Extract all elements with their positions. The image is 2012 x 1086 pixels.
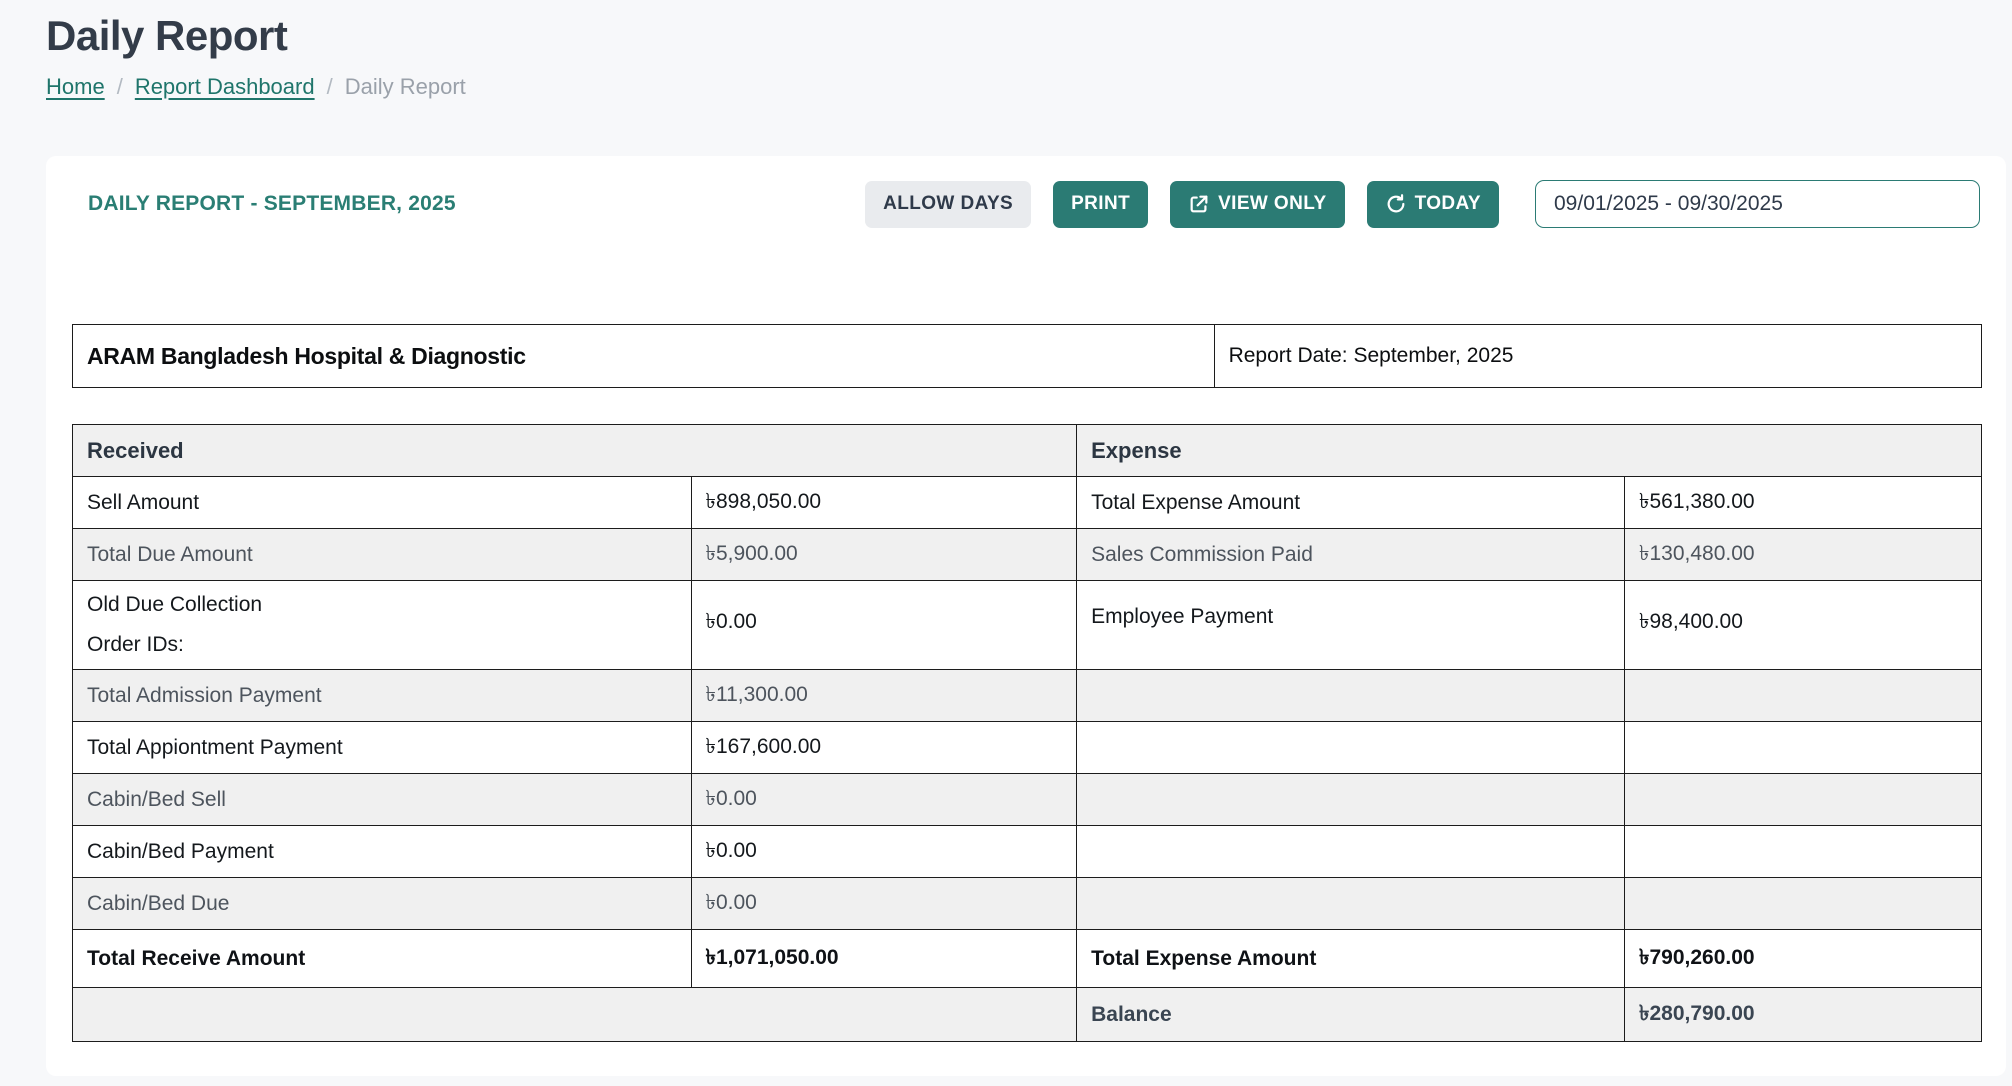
section-header-row: Received Expense (71, 424, 1982, 477)
expense-label: Sales Commission Paid (1076, 528, 1625, 581)
received-value: ৳0.00 (690, 580, 1078, 670)
total-expense-label: Total Expense Amount (1076, 929, 1625, 988)
table-row: Sell Amount ৳898,050.00 Total Expense Am… (72, 476, 1982, 529)
date-range-input[interactable] (1535, 180, 1980, 228)
received-value: ৳0.00 (690, 773, 1078, 826)
received-label: Total Admission Payment (72, 669, 692, 722)
expense-label: Employee Payment (1076, 580, 1625, 670)
received-label: Cabin/Bed Sell (72, 773, 692, 826)
view-only-button[interactable]: VIEW ONLY (1170, 180, 1345, 228)
breadcrumb-report-dashboard-link[interactable]: Report Dashboard (134, 74, 315, 99)
today-button[interactable]: TODAY (1366, 180, 1499, 228)
old-due-collection-label: Old Due Collection (87, 593, 263, 616)
expense-value: ৳98,400.00 (1624, 580, 1982, 670)
card-header: DAILY REPORT - SEPTEMBER, 2025 ALLOW DAY… (72, 180, 1980, 228)
received-label: Sell Amount (72, 476, 692, 529)
expense-label (1076, 669, 1625, 722)
expense-label (1076, 825, 1625, 878)
expense-label (1076, 773, 1625, 826)
external-link-icon (1188, 193, 1210, 215)
view-only-label: VIEW ONLY (1218, 193, 1327, 214)
toolbar: ALLOW DAYS PRINT VIEW ONLY (865, 180, 1980, 228)
received-label: Total Appiontment Payment (72, 721, 692, 774)
totals-row: Total Receive Amount ৳1,071,050.00 Total… (72, 929, 1982, 988)
breadcrumb-separator: / (326, 74, 333, 99)
report-heading: DAILY REPORT - SEPTEMBER, 2025 (88, 192, 456, 215)
balance-label: Balance (1076, 987, 1625, 1042)
table-row: Total Appiontment Payment ৳167,600.00 (72, 721, 1982, 774)
total-expense-value: ৳790,260.00 (1624, 929, 1982, 988)
allow-days-button[interactable]: ALLOW DAYS (865, 180, 1032, 228)
expense-value (1624, 773, 1982, 826)
total-receive-label: Total Receive Amount (72, 929, 692, 988)
received-value: ৳11,300.00 (690, 669, 1078, 722)
breadcrumb: Home / Report Dashboard / Daily Report (46, 74, 2004, 100)
received-value: ৳167,600.00 (690, 721, 1078, 774)
report-info-table: ARAM Bangladesh Hospital & Diagnostic Re… (72, 324, 1983, 388)
expense-value (1624, 721, 1982, 774)
expense-label (1076, 721, 1625, 774)
table-row: Cabin/Bed Payment ৳0.00 (72, 825, 1982, 878)
report-card: DAILY REPORT - SEPTEMBER, 2025 ALLOW DAY… (46, 156, 2006, 1076)
breadcrumb-home-link[interactable]: Home (46, 74, 105, 99)
refresh-icon (1385, 193, 1407, 215)
received-label: Total Due Amount (72, 528, 692, 581)
print-button[interactable]: PRINT (1053, 180, 1149, 228)
table-row: Cabin/Bed Sell ৳0.00 (72, 773, 1982, 826)
balance-spacer-cell (71, 987, 1078, 1042)
received-value: ৳0.00 (690, 825, 1078, 878)
breadcrumb-separator: / (116, 74, 123, 99)
expense-label: Total Expense Amount (1076, 476, 1625, 529)
received-label: Cabin/Bed Due (72, 877, 692, 930)
order-ids-label: Order IDs: (87, 633, 184, 656)
expense-value (1624, 825, 1982, 878)
expense-value: ৳130,480.00 (1624, 528, 1982, 581)
daily-report-table: Received Expense Sell Amount ৳898,050.00… (71, 424, 1982, 1042)
balance-value: ৳280,790.00 (1624, 987, 1982, 1042)
table-row: Total Due Amount ৳5,900.00 Sales Commiss… (72, 528, 1982, 581)
breadcrumb-current-page: Daily Report (344, 74, 466, 99)
report-date: Report Date: September, 2025 (1213, 324, 1983, 388)
received-section-header: Received (71, 424, 1078, 477)
report-info-row: ARAM Bangladesh Hospital & Diagnostic Re… (72, 324, 1983, 388)
table-row: Cabin/Bed Due ৳0.00 (72, 877, 1982, 930)
total-receive-value: ৳1,071,050.00 (690, 929, 1078, 988)
organization-name: ARAM Bangladesh Hospital & Diagnostic (72, 324, 1215, 388)
expense-value (1624, 877, 1982, 930)
received-label: Old Due Collection Order IDs: (72, 580, 692, 670)
balance-row: Balance ৳280,790.00 (71, 987, 1982, 1042)
table-row: Total Admission Payment ৳11,300.00 (72, 669, 1982, 722)
expense-value (1624, 669, 1982, 722)
page-title: Daily Report (46, 12, 288, 59)
table-row: Old Due Collection Order IDs: ৳0.00 Empl… (72, 580, 1982, 670)
received-value: ৳5,900.00 (690, 528, 1078, 581)
received-label: Cabin/Bed Payment (72, 825, 692, 878)
received-value: ৳898,050.00 (690, 476, 1078, 529)
expense-section-header: Expense (1076, 424, 1982, 477)
expense-label (1076, 877, 1625, 930)
received-value: ৳0.00 (690, 877, 1078, 930)
today-label: TODAY (1414, 193, 1481, 214)
expense-value: ৳561,380.00 (1624, 476, 1982, 529)
